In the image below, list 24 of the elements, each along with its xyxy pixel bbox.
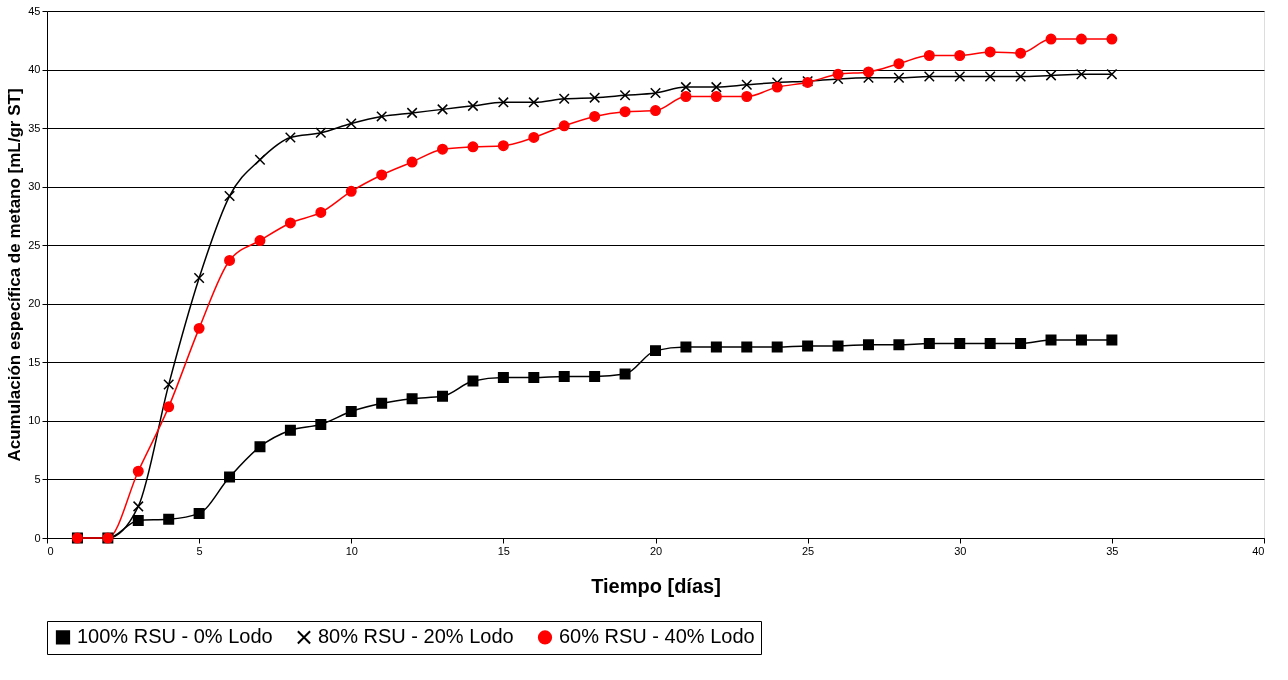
y-tick-label: 25	[28, 238, 41, 251]
x-tick-label: 40	[1252, 544, 1265, 557]
y-tick-label: 0	[34, 531, 41, 544]
y-tick-label: 45	[28, 4, 41, 17]
legend-label: 100% RSU - 0% Lodo	[77, 625, 273, 648]
x-tick-label: 0	[47, 544, 54, 557]
y-tick-label: 10	[28, 414, 41, 427]
x-tick-label: 25	[802, 544, 815, 557]
y-tick-label: 20	[28, 297, 41, 310]
x-tick-label: 5	[196, 544, 203, 557]
x-tick-label: 30	[954, 544, 967, 557]
x-tick-label: 10	[345, 544, 358, 557]
x-tick-label: 20	[649, 544, 663, 557]
legend-label: 80% RSU - 20% Lodo	[318, 625, 514, 648]
y-axis-title: Acumulación específica de metano [mL/gr ST]	[5, 88, 25, 462]
y-tick-label: 40	[28, 63, 41, 76]
x-tick-label: 15	[497, 544, 510, 557]
y-tick-label: 35	[28, 121, 41, 134]
legend-label: 60% RSU - 40% Lodo	[559, 625, 755, 648]
y-tick-label: 30	[28, 180, 41, 193]
x-axis-title: Tiempo [días]	[591, 574, 721, 597]
x-tick-label: 35	[1106, 544, 1119, 557]
y-tick-label: 15	[28, 355, 41, 368]
y-tick-label: 5	[34, 472, 41, 485]
